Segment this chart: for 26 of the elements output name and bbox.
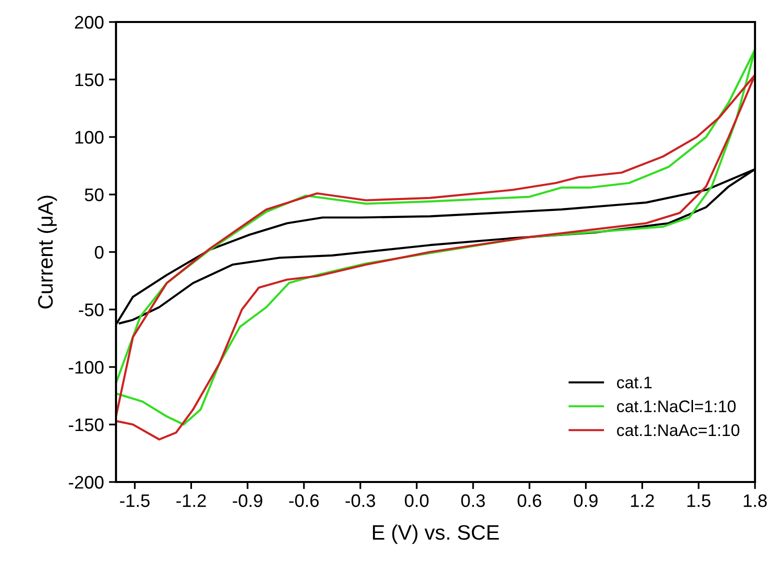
x-tick-label: -1.2 — [176, 494, 206, 507]
x-tick-label: 0.3 — [461, 494, 485, 508]
legend-label: cat.1:NaCl=1:10 — [617, 400, 736, 412]
x-tick-label: -0.3 — [346, 494, 376, 508]
y-tick-label: 200 — [74, 16, 104, 29]
x-tick-label: 1.2 — [631, 494, 654, 507]
x-tick-label: -0.6 — [289, 494, 319, 508]
y-tick-label: 150 — [75, 73, 104, 86]
y-axis-title: Current (μA) — [38, 196, 57, 308]
legend-label: cat.1 — [617, 376, 652, 388]
x-tick-label: 0.9 — [574, 494, 598, 508]
x-tick-label: -0.9 — [232, 494, 262, 508]
y-tick-label: 100 — [75, 130, 104, 144]
x-tick-label: 1.5 — [687, 494, 710, 508]
x-tick-label: 1.8 — [744, 494, 767, 508]
x-tick-label: 0.0 — [404, 494, 429, 508]
y-tick-label: 50 — [84, 188, 104, 202]
y-tick-label: -200 — [68, 476, 104, 489]
y-tick-label: 0 — [94, 246, 104, 259]
x-tick-label: -1.5 — [120, 494, 150, 508]
x-tick-label: 0.6 — [518, 494, 542, 508]
y-tick-label: -100 — [68, 360, 104, 374]
x-axis-title: E (V) vs. SCE — [372, 524, 499, 544]
y-tick-label: -150 — [68, 418, 104, 432]
y-tick-label: -50 — [78, 303, 104, 316]
legend-label: cat.1:NaAc=1:10 — [617, 424, 740, 436]
